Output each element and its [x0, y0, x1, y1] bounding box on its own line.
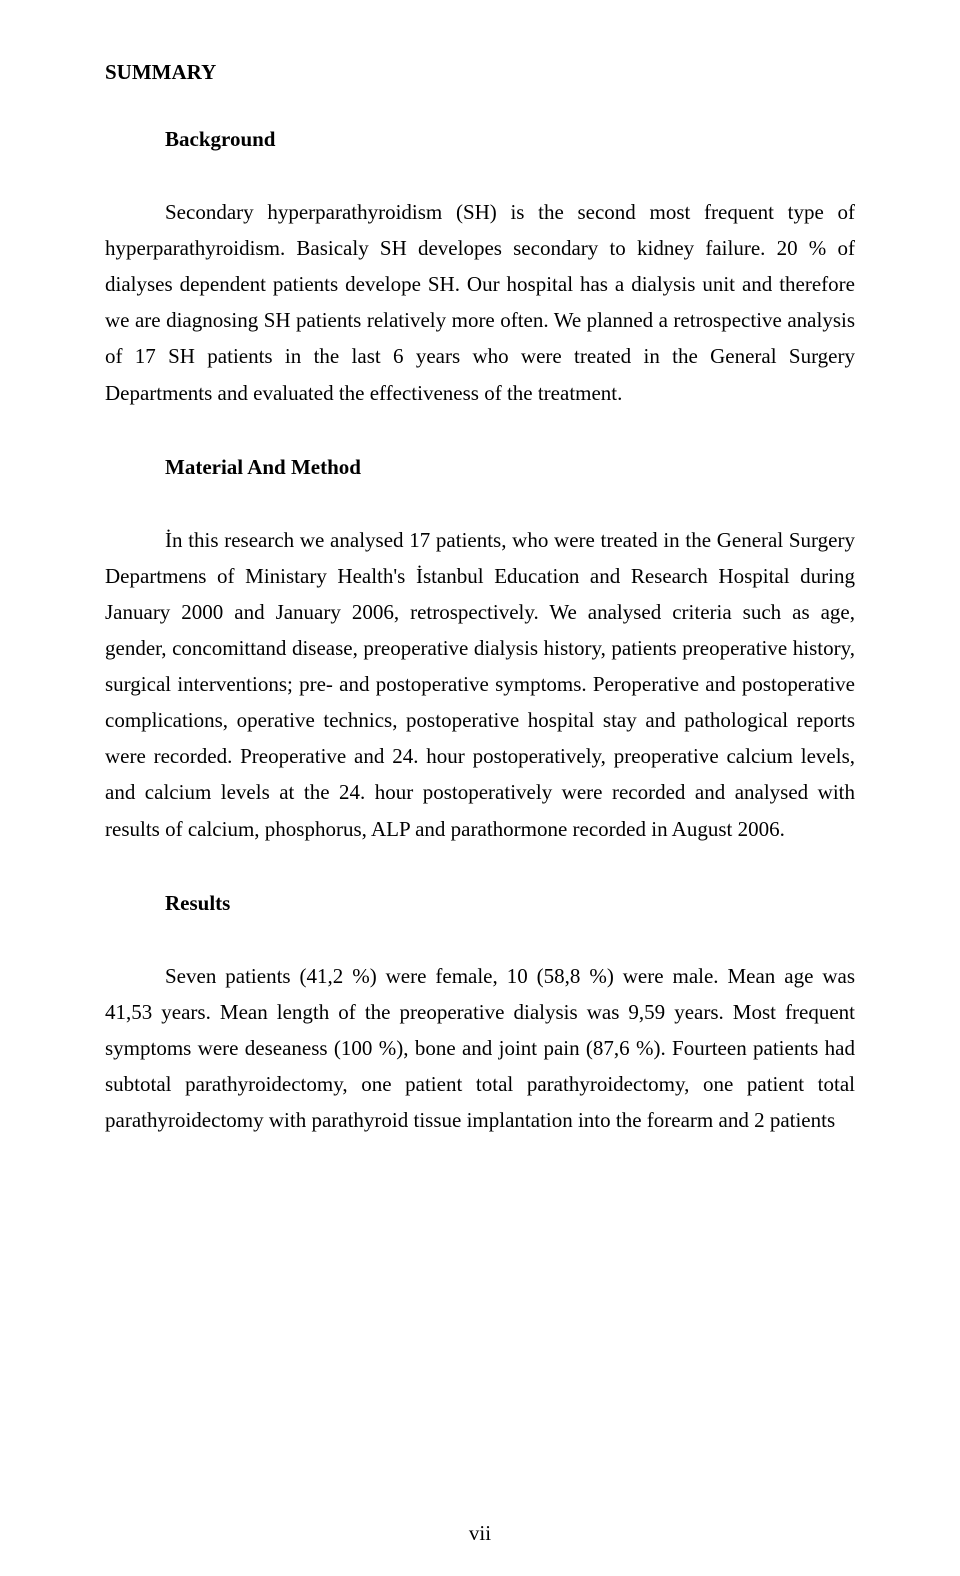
- material-paragraph: İn this research we analysed 17 patients…: [105, 522, 855, 847]
- background-paragraph: Secondary hyperparathyroidism (SH) is th…: [105, 194, 855, 411]
- page-number: vii: [0, 1521, 960, 1546]
- background-heading: Background: [105, 127, 855, 152]
- results-paragraph: Seven patients (41,2 %) were female, 10 …: [105, 958, 855, 1139]
- material-heading: Material And Method: [105, 455, 855, 480]
- document-title: SUMMARY: [105, 60, 855, 85]
- results-heading: Results: [105, 891, 855, 916]
